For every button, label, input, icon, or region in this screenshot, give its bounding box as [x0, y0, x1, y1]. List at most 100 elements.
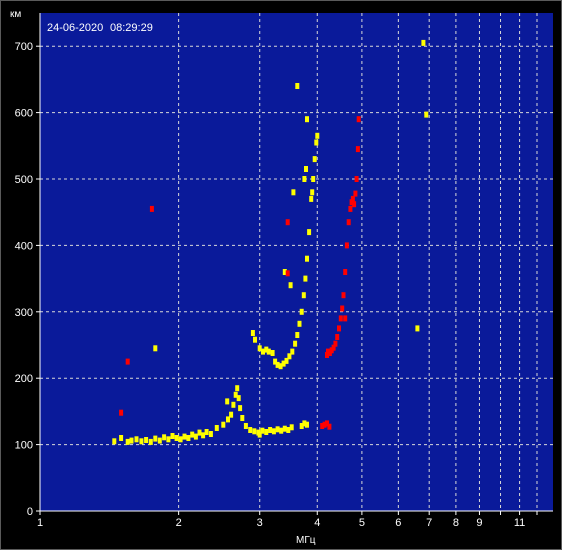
o-trace-point	[225, 398, 230, 405]
o-trace-point	[284, 357, 289, 364]
x-tick-label: 3	[257, 517, 263, 529]
o-trace-point	[231, 401, 236, 408]
o-trace-point	[289, 424, 294, 431]
x-trace-point	[343, 269, 348, 275]
o-trace-point	[264, 429, 269, 435]
x-trace-point	[149, 205, 154, 212]
o-trace-point	[268, 427, 273, 433]
o-trace-point	[162, 434, 167, 441]
o-trace-point	[257, 345, 262, 352]
o-trace-point	[253, 336, 257, 343]
o-trace-point	[295, 83, 300, 89]
y-tick-label: 300	[15, 307, 33, 319]
x-trace-point	[285, 219, 290, 226]
o-trace-point	[299, 308, 304, 315]
o-trace-point	[305, 116, 309, 123]
x-tick-label: 1	[37, 517, 43, 529]
x-trace-point	[352, 201, 357, 208]
y-tick-label: 0	[27, 506, 33, 518]
o-trace-point	[139, 438, 144, 445]
o-trace-point	[112, 438, 117, 445]
o-trace-point	[201, 432, 206, 439]
timestamp-time: 08:29:29	[110, 22, 153, 34]
o-trace-point	[236, 395, 241, 402]
x-trace-point	[353, 190, 358, 197]
o-trace-point	[166, 436, 171, 443]
o-trace-point	[248, 427, 253, 433]
x-trace-point	[322, 421, 327, 428]
y-tick-label: 600	[15, 108, 33, 120]
x-tick-label: 8	[453, 517, 459, 529]
o-trace-point	[271, 428, 276, 435]
x-trace-point	[346, 219, 351, 226]
o-trace-point	[307, 229, 312, 236]
o-trace-point	[297, 320, 302, 327]
o-trace-point	[260, 427, 265, 434]
x-axis-unit-label: МГц	[296, 535, 316, 546]
y-tick-label: 100	[15, 440, 33, 452]
o-trace-point	[235, 385, 240, 392]
o-trace-point	[144, 437, 149, 443]
o-trace-point	[261, 348, 265, 355]
x-trace-point	[349, 199, 354, 206]
o-trace-point	[214, 425, 219, 431]
o-trace-point	[229, 411, 234, 418]
o-trace-point	[190, 431, 195, 438]
y-tick-label: 200	[15, 373, 33, 385]
y-tick-label: 700	[15, 41, 33, 53]
x-trace-point	[320, 423, 325, 429]
o-trace-point	[282, 425, 287, 432]
o-trace-point	[279, 427, 284, 434]
o-trace-point	[221, 421, 226, 428]
y-tick-label: 500	[15, 174, 33, 186]
o-trace-point	[240, 415, 245, 421]
x-trace-point	[285, 270, 290, 277]
o-trace-point	[233, 391, 238, 398]
y-tick-label: 400	[15, 240, 33, 252]
o-trace-point	[286, 427, 291, 433]
timestamp-date: 24-06-2020	[47, 22, 103, 34]
x-trace-point	[356, 116, 361, 123]
o-trace-point	[238, 405, 243, 412]
o-trace-point	[273, 358, 278, 365]
o-trace-point	[305, 255, 309, 262]
o-trace-point	[134, 436, 139, 443]
o-trace-point	[304, 166, 308, 172]
o-trace-point	[148, 438, 153, 445]
x-trace-point	[337, 325, 341, 332]
x-trace-point	[338, 315, 343, 322]
o-trace-point	[309, 195, 314, 202]
o-trace-point	[153, 345, 158, 352]
o-trace-point	[302, 420, 307, 427]
o-trace-point	[266, 348, 271, 355]
o-trace-point	[153, 435, 158, 442]
x-tick-label: 9	[476, 517, 482, 529]
o-trace-point	[270, 350, 275, 356]
o-trace-point	[243, 423, 248, 429]
x-trace-point	[344, 242, 349, 249]
o-trace-point	[291, 189, 296, 196]
x-trace-point	[341, 292, 346, 299]
grid-layer	[40, 13, 553, 511]
o-trace-point	[415, 325, 420, 332]
x-trace-point	[350, 195, 355, 202]
o-trace-point	[303, 275, 308, 282]
trace-layer	[112, 39, 429, 445]
x-trace-point	[125, 358, 130, 365]
o-trace-point	[174, 435, 179, 441]
o-trace-point	[208, 431, 213, 437]
o-trace-point	[125, 438, 130, 445]
o-trace-point	[312, 156, 317, 163]
o-trace-point	[310, 189, 315, 196]
x-trace-point	[343, 315, 348, 322]
x-trace-point	[348, 205, 353, 212]
plot-area	[40, 13, 553, 511]
x-trace-point	[327, 423, 332, 430]
x-trace-point	[354, 176, 359, 182]
o-trace-point	[281, 360, 286, 367]
o-trace-point	[178, 436, 183, 443]
o-trace-point	[186, 435, 191, 441]
o-trace-point	[257, 431, 262, 438]
o-trace-point	[226, 416, 230, 423]
x-tick-label: 11	[514, 517, 525, 529]
